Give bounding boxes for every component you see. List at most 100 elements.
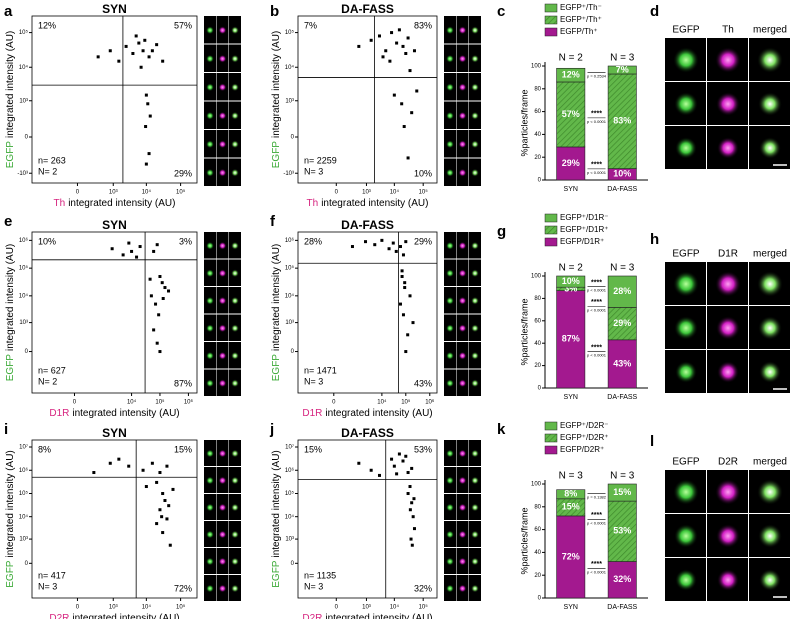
legend-swatch bbox=[544, 225, 558, 235]
y-tick-label: 20 bbox=[534, 363, 541, 369]
image-spot bbox=[206, 449, 214, 458]
y-tick-label: 10⁴ bbox=[19, 64, 29, 71]
image-spot bbox=[458, 296, 467, 305]
image-spot bbox=[206, 241, 214, 250]
x-tick-label: 10³ bbox=[109, 605, 118, 611]
x-tick-label: 0 bbox=[76, 190, 80, 196]
image-spot bbox=[446, 530, 454, 539]
bar-segment bbox=[556, 290, 586, 389]
x-tick-label: 10⁴ bbox=[390, 189, 400, 196]
y-tick-label: 10⁴ bbox=[285, 513, 295, 520]
legend-label: EGFP⁺/D1R⁻ bbox=[560, 213, 608, 222]
x-axis-label: D1R integrated intensity (AU) bbox=[302, 408, 432, 419]
image-spot bbox=[231, 379, 239, 388]
legend-label: EGFP/D2R⁺ bbox=[560, 445, 604, 454]
image-spot bbox=[458, 324, 467, 333]
image-spot bbox=[218, 54, 227, 63]
image-spot bbox=[206, 111, 214, 120]
channel-label: EGFP bbox=[672, 249, 700, 260]
legend-label: EGFP⁺/D2R⁺ bbox=[560, 433, 608, 442]
image-spot bbox=[758, 316, 782, 340]
bar-segment bbox=[607, 483, 637, 502]
image-spot bbox=[446, 26, 454, 35]
point bbox=[406, 156, 410, 160]
image-spot bbox=[446, 296, 454, 305]
plot-frame bbox=[297, 439, 438, 599]
point bbox=[152, 249, 156, 253]
image-spot bbox=[715, 479, 741, 505]
image-spot bbox=[471, 83, 479, 92]
y-tick-label: 0 bbox=[291, 349, 295, 355]
point bbox=[150, 49, 154, 53]
n-label: N = 3 bbox=[610, 471, 635, 482]
point bbox=[387, 247, 391, 251]
x-axis-text: integrated intensity (AU) bbox=[72, 613, 179, 619]
quadrant-label: 15% bbox=[174, 444, 192, 454]
image-spot bbox=[458, 54, 467, 63]
point bbox=[357, 461, 361, 465]
image-spot bbox=[759, 569, 781, 591]
point bbox=[127, 241, 131, 245]
point bbox=[161, 297, 165, 301]
image-spot bbox=[231, 241, 239, 250]
y-tick-label: 0 bbox=[25, 561, 29, 567]
point bbox=[158, 508, 162, 512]
point bbox=[155, 480, 159, 484]
image-spot bbox=[458, 269, 467, 278]
panel-letter: i bbox=[4, 421, 8, 438]
panel-letter: f bbox=[270, 213, 276, 230]
image-spot bbox=[471, 379, 479, 388]
point bbox=[404, 350, 408, 354]
quadrant-label: 10% bbox=[38, 236, 56, 246]
plot-frame bbox=[31, 439, 198, 599]
point bbox=[408, 69, 412, 73]
image-spot bbox=[673, 271, 699, 297]
channel-label: EGFP bbox=[672, 457, 700, 468]
quadrant-label: 72% bbox=[174, 583, 192, 593]
chart-title: SYN bbox=[102, 2, 127, 16]
y-axis-marker: EGFP bbox=[5, 560, 16, 588]
panel-letter: d bbox=[650, 3, 659, 20]
y-axis-text: integrated intensity (AU) bbox=[5, 244, 16, 351]
image-spot bbox=[471, 503, 479, 512]
x-axis-label: D1R integrated intensity (AU) bbox=[49, 408, 179, 419]
point bbox=[135, 255, 139, 259]
count-label: n= 2259 bbox=[304, 155, 337, 165]
image-spot bbox=[218, 26, 227, 35]
legend-label: EGFP/Th⁺ bbox=[560, 27, 598, 36]
y-tick-label: 40 bbox=[534, 550, 541, 556]
legend-swatch bbox=[544, 213, 558, 223]
quadrant-label: 87% bbox=[174, 378, 192, 388]
image-spot bbox=[458, 241, 467, 250]
y-axis-label: %particles/frame bbox=[519, 298, 529, 365]
significance-stars: **** bbox=[591, 162, 602, 169]
point bbox=[410, 543, 414, 547]
value-label: 57% bbox=[562, 109, 580, 119]
bar-segment bbox=[607, 500, 637, 562]
value-label: 10% bbox=[613, 169, 631, 179]
count-label: N= 3 bbox=[304, 581, 323, 591]
image-spot bbox=[446, 379, 454, 388]
point bbox=[410, 501, 414, 505]
plot-frame bbox=[297, 15, 438, 184]
x-tick-label: DA-FASS bbox=[607, 394, 637, 401]
point bbox=[400, 102, 404, 106]
image-spot bbox=[458, 111, 467, 120]
image-spot bbox=[675, 137, 697, 159]
image-spot bbox=[715, 47, 741, 73]
point bbox=[155, 522, 159, 526]
image-spot bbox=[758, 524, 782, 548]
bar-segment bbox=[607, 561, 637, 599]
y-tick-label: 10⁵ bbox=[285, 490, 295, 497]
image-spot bbox=[471, 296, 479, 305]
image-spot bbox=[446, 83, 454, 92]
point bbox=[160, 281, 164, 285]
legend-label: EGFP⁺/Th⁻ bbox=[560, 3, 602, 12]
image-spot bbox=[218, 140, 227, 149]
quadrant-label: 32% bbox=[414, 583, 432, 593]
image-spot bbox=[231, 503, 239, 512]
x-tick-label: 10⁴ bbox=[142, 189, 152, 196]
image-spot bbox=[458, 379, 467, 388]
image-spot bbox=[446, 111, 454, 120]
point bbox=[377, 34, 381, 38]
